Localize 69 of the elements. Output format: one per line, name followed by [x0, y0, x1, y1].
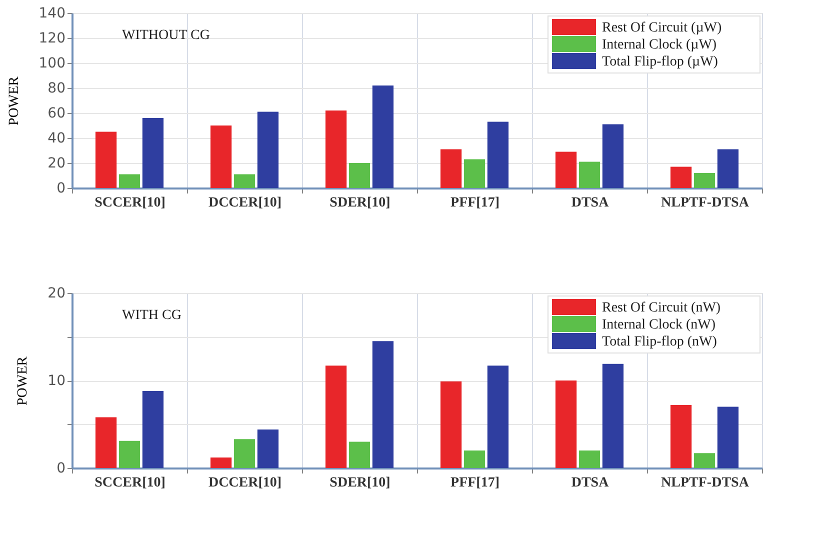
y-tick-label: 0 [56, 180, 66, 196]
bar [555, 380, 577, 468]
bar [372, 341, 394, 468]
bar [348, 442, 370, 468]
bar [670, 405, 692, 468]
bar [210, 458, 232, 468]
bar [717, 149, 739, 188]
bar [210, 126, 232, 188]
x-tick-label: PFF[17] [450, 196, 500, 210]
bar [234, 174, 256, 188]
legend-label: Rest Of Circuit (nW) [602, 300, 721, 316]
y-tick-label: 100 [38, 56, 66, 72]
bar [694, 453, 716, 468]
y-tick-label: 10 [48, 373, 66, 389]
bar [578, 162, 600, 188]
bar [118, 440, 140, 468]
bar [464, 159, 486, 188]
legend-label: Total Flip-flop (µW) [602, 54, 718, 70]
y-axis-title: POWER [16, 356, 31, 406]
x-tick-label: SCCER[10] [94, 476, 166, 490]
y-tick-label: 40 [48, 130, 66, 146]
bar [670, 166, 692, 188]
y-tick-label: 20 [48, 156, 66, 172]
bar [142, 391, 164, 468]
bar [257, 112, 279, 188]
y-tick-label: 140 [38, 6, 66, 22]
bar [487, 366, 509, 468]
x-tick-label: SDER[10] [330, 196, 390, 210]
bar [95, 417, 117, 468]
y-tick-label: 120 [38, 30, 66, 46]
bar [95, 132, 117, 188]
bar [578, 450, 600, 468]
bar [142, 118, 164, 188]
bar [694, 173, 716, 188]
y-tick-label: 60 [48, 106, 66, 122]
bar [440, 381, 462, 468]
bar [602, 124, 624, 188]
x-tick-label: PFF[17] [450, 476, 500, 490]
bar [717, 406, 739, 468]
bar [372, 86, 394, 188]
x-tick-label: DCCER[10] [208, 476, 282, 490]
annotation: WITH CG [122, 308, 182, 323]
y-tick-label: 0 [56, 460, 66, 476]
legend-label: Internal Clock (nW) [602, 318, 716, 332]
bar [325, 110, 347, 188]
y-tick-label: 80 [48, 80, 66, 96]
y-tick-label: 20 [48, 286, 66, 302]
bar [440, 149, 462, 188]
x-tick-label: DTSA [571, 476, 610, 490]
bar [464, 450, 486, 468]
bar [487, 122, 509, 188]
bar [325, 366, 347, 468]
bar [118, 174, 140, 188]
x-tick-label: NLPTF-DTSA [661, 476, 750, 490]
x-tick-label: DCCER[10] [208, 196, 282, 210]
y-axis-title: POWER [6, 76, 22, 126]
annotation: WITHOUT CG [122, 28, 210, 43]
legend-label: Internal Clock (µW) [602, 38, 717, 52]
bar [348, 163, 370, 188]
legend-label: Total Flip-flop (nW) [602, 334, 718, 350]
legend-label: Rest Of Circuit (µW) [602, 20, 722, 36]
x-tick-label: NLPTF-DTSA [661, 196, 750, 210]
bar [257, 430, 279, 468]
bar [234, 439, 256, 468]
x-tick-label: SCCER[10] [94, 196, 166, 210]
bar [602, 364, 624, 468]
bar [555, 152, 577, 188]
x-tick-label: SDER[10] [330, 476, 390, 490]
x-tick-label: DTSA [571, 196, 610, 210]
